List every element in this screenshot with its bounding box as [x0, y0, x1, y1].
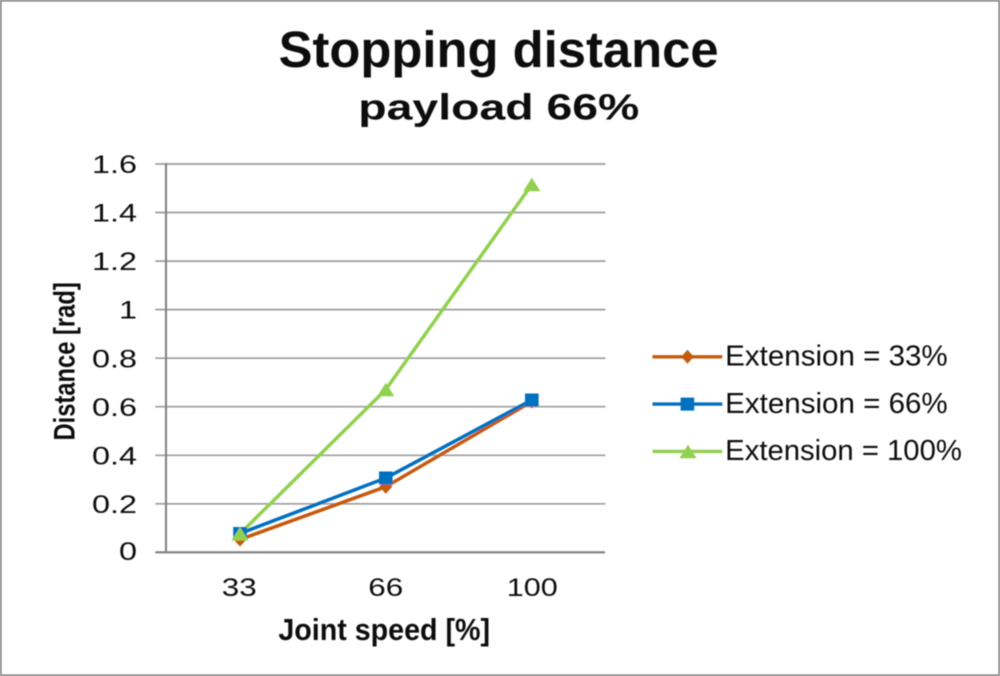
svg-text:Extension = 66%: Extension = 66%	[725, 388, 948, 420]
svg-text:Joint speed [%]: Joint speed [%]	[278, 612, 490, 647]
svg-text:66: 66	[368, 574, 403, 602]
svg-text:Extension = 100%: Extension = 100%	[725, 435, 962, 467]
svg-text:0.4: 0.4	[92, 442, 137, 470]
svg-text:0.8: 0.8	[92, 345, 137, 373]
svg-text:100: 100	[507, 574, 558, 602]
svg-text:Extension = 33%: Extension = 33%	[725, 341, 948, 373]
svg-text:1: 1	[119, 297, 137, 325]
svg-text:0: 0	[119, 538, 137, 566]
svg-text:1.6: 1.6	[92, 151, 137, 179]
svg-text:0.2: 0.2	[92, 491, 137, 519]
svg-text:1.4: 1.4	[92, 200, 137, 228]
svg-text:Stopping distance: Stopping distance	[279, 21, 719, 78]
svg-text:0.6: 0.6	[92, 394, 137, 422]
svg-text:Distance [rad]: Distance [rad]	[48, 282, 81, 440]
svg-text:33: 33	[222, 574, 257, 602]
svg-text:payload 66%: payload 66%	[358, 87, 639, 128]
svg-text:1.2: 1.2	[92, 248, 137, 276]
